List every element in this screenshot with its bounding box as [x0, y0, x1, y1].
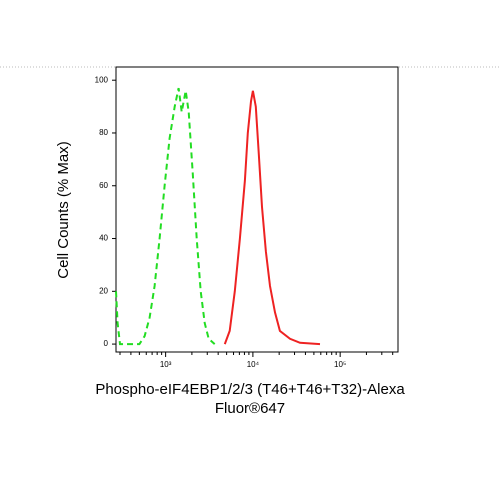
y-tick-label: 0	[104, 339, 109, 348]
y-tick-label: 20	[99, 286, 108, 295]
x-tick-label: 10³	[160, 360, 172, 369]
series-line	[223, 90, 321, 346]
y-tick-label: 80	[99, 128, 108, 137]
y-tick-label: 40	[99, 234, 108, 243]
y-tick-label: 60	[99, 181, 108, 190]
x-tick-label: 10⁵	[334, 360, 346, 369]
y-tick-label: 100	[95, 75, 109, 84]
x-axis-label: Fluor®647	[215, 400, 285, 417]
y-axis-label: Cell Counts (% Max)	[55, 141, 72, 279]
x-axis-label: Phospho-eIF4EBP1/2/3 (T46+T46+T32)-Alexa	[95, 381, 405, 398]
plot-frame	[115, 66, 399, 353]
x-tick-label: 10⁴	[247, 360, 260, 369]
series-line	[115, 87, 216, 346]
